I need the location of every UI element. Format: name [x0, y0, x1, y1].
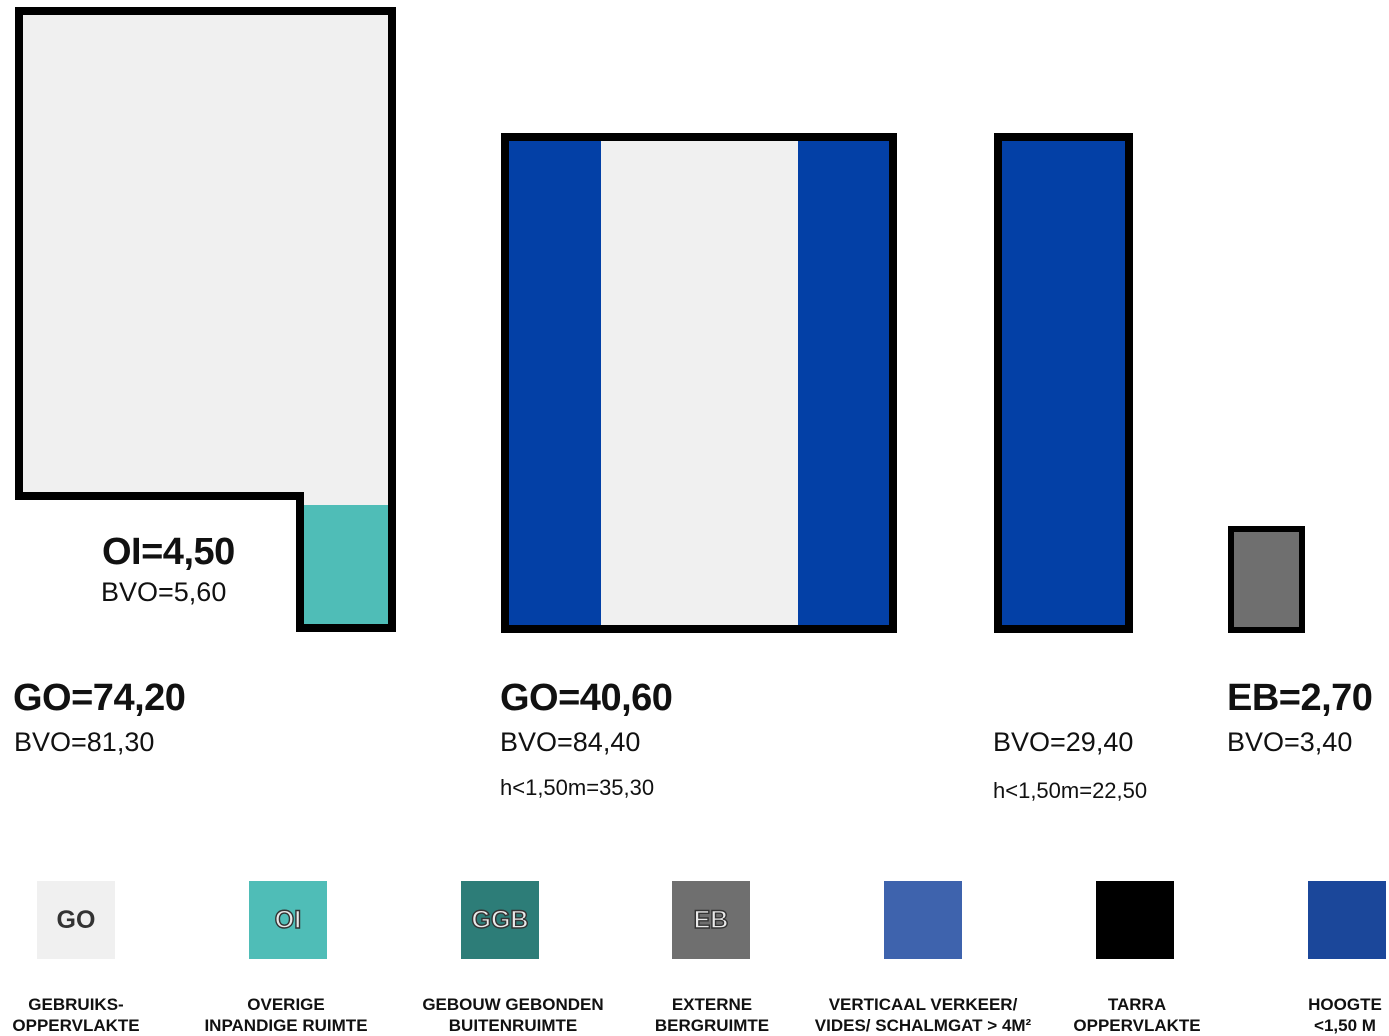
right-low-height-value: h<1,50m=22,50: [993, 778, 1148, 803]
legend-label-go-line2: OPPERVLAKTE: [12, 1016, 140, 1035]
right-bvo-value: BVO=29,40: [993, 727, 1134, 757]
legend-swatch-eb: EB: [672, 881, 750, 959]
legend-label-oi-line1: OVERIGE: [247, 995, 325, 1014]
legend-label-hoogte: HOOGTE <1,50 M: [1220, 994, 1389, 1036]
legend-label-oi-line2: INPANDIGE RUIMTE: [204, 1016, 368, 1035]
middle-low-height-value: h<1,50m=35,30: [500, 775, 655, 800]
small-eb-value: EB=2,70: [1227, 677, 1373, 719]
legend-label-eb: EXTERNE BERGRUIMTE: [587, 994, 837, 1036]
legend-swatch-oi: OI: [249, 881, 327, 959]
legend-label-eb-line1: EXTERNE: [671, 995, 753, 1014]
legend-label-ggb-line1: GEBOUW GEBONDEN: [422, 995, 604, 1014]
legend-swatch-go: GO: [37, 881, 115, 959]
middle-room-left-strip: [509, 141, 601, 627]
legend-label-hoogte-line1: HOOGTE: [1308, 995, 1382, 1014]
legend-swatch-ggb: GGB: [461, 881, 539, 959]
legend-code-oi: OI: [274, 905, 302, 934]
middle-go-value: GO=40,60: [500, 677, 673, 719]
legend-label-ggb-line2: BUITENRUIMTE: [448, 1016, 578, 1035]
left-room-outline: [15, 7, 396, 632]
legend-label-hoogte-line2: <1,50 M: [1314, 1016, 1376, 1035]
left-room-go-area: [15, 7, 396, 632]
left-bvo-value: BVO=81,30: [14, 727, 155, 757]
middle-room-right-strip: [798, 141, 890, 627]
legend-swatch-verticaal: [884, 881, 962, 959]
middle-bvo-value: BVO=84,40: [500, 727, 641, 757]
left-go-value: GO=74,20: [13, 677, 186, 719]
small-bvo-value: BVO=3,40: [1227, 727, 1353, 757]
legend-label-oi: OVERIGE INPANDIGE RUIMTE: [161, 994, 411, 1036]
legend-label-eb-line2: BERGRUIMTE: [654, 1016, 770, 1035]
legend-label-tarra-line2: OPPERVLAKTE: [1073, 1016, 1201, 1035]
left-oi-bvo: BVO=5,60: [101, 577, 227, 607]
legend-code-go: GO: [56, 905, 96, 934]
legend-swatch-hoogte: [1308, 881, 1386, 959]
legend-swatch-tarra: [1096, 881, 1174, 959]
legend-label-go: GEBRUIKS- OPPERVLAKTE: [0, 994, 201, 1036]
legend-code-ggb: GGB: [471, 905, 529, 934]
legend-label-verticaal: VERTICAAL VERKEER/ VIDES/ SCHALMGAT > 4M…: [798, 994, 1048, 1036]
left-room-oi-area: [302, 505, 390, 626]
legend-code-eb: EB: [693, 905, 729, 934]
legend-label-verticaal-line1: VERTICAAL VERKEER/: [828, 995, 1018, 1014]
legend-label-ggb: GEBOUW GEBONDEN BUITENRUIMTE: [388, 994, 638, 1036]
legend-label-go-line1: GEBRUIKS-: [28, 995, 124, 1014]
right-room-area: [994, 133, 1133, 633]
legend-label-verticaal-line2: VIDES/ SCHALMGAT > 4M²: [814, 1016, 1032, 1035]
legend-label-tarra-line1: TARRA: [1107, 995, 1167, 1014]
legend-label-tarra: TARRA OPPERVLAKTE: [1012, 994, 1262, 1036]
middle-room-outline: [501, 133, 897, 633]
external-storage-area: [1228, 526, 1305, 633]
left-oi-value: OI=4,50: [102, 531, 235, 573]
